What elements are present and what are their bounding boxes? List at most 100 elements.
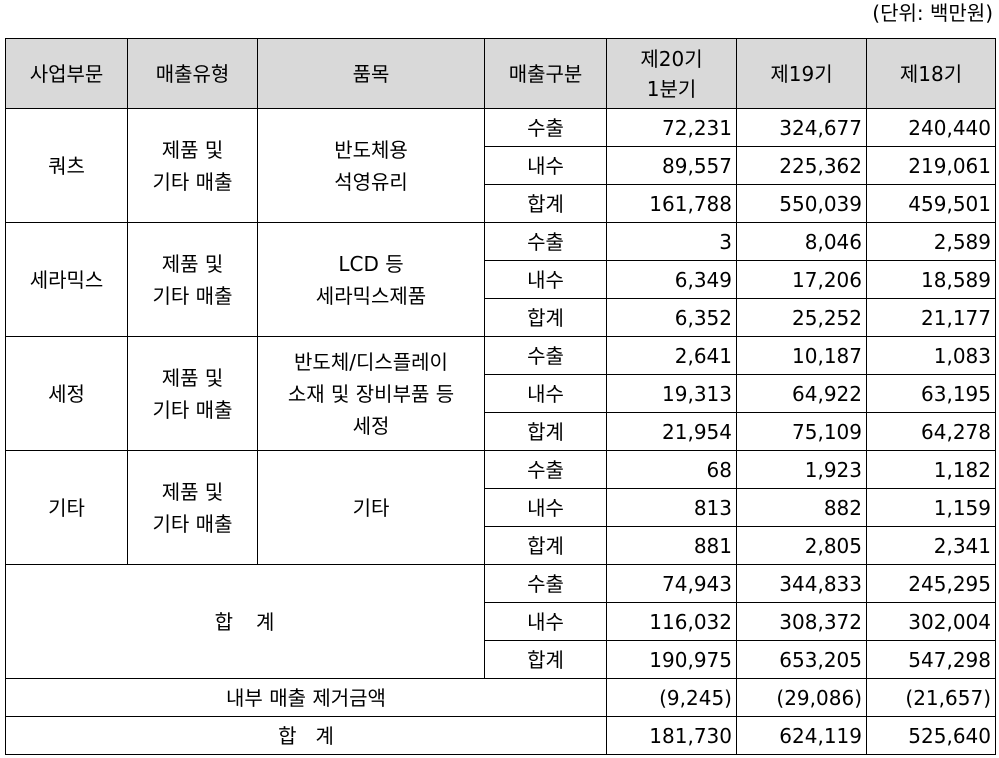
table-row: 합계 21,954 75,109 64,278 <box>6 412 996 451</box>
item-cell-line: 반도체용 <box>334 137 408 162</box>
item-cell-line: 소재 및 장비부품 등 <box>287 381 455 406</box>
value-period-18: 2,341 <box>866 526 996 565</box>
item-cell-line: 세라믹스제품 <box>315 283 427 308</box>
value-period-19: 225,362 <box>736 146 867 185</box>
item-cell-line: 기타 <box>352 495 390 520</box>
elimination-label-cell: 내부 매출 제거금액 <box>5 678 607 717</box>
total-label-cell: 합 계 <box>5 564 485 679</box>
item-cell-line: 석영유리 <box>334 169 408 194</box>
value-period-18: 64,278 <box>866 412 996 451</box>
segment-cell: 쿼츠 <box>5 108 128 223</box>
value-period-19: 75,109 <box>736 412 867 451</box>
table-body: 쿼츠 제품 및 기타 매출 반도체용 석영유리 수출 72,231 324,677 240,44… <box>5 108 996 755</box>
sales-class-cell: 내수 <box>484 488 607 527</box>
value-period-20: (9,245) <box>606 678 737 717</box>
value-period-19: 8,046 <box>736 222 867 261</box>
table-row: 쿼츠 제품 및 기타 매출 반도체용 석영유리 수출 72,231 324,677 240,44… <box>5 108 996 223</box>
segment-cell: 기타 <box>5 450 128 565</box>
value-period-20: 881 <box>606 526 737 565</box>
sales-type-cell-line: 기타 매출 <box>152 169 233 194</box>
header-period-20-line1: 제20기 <box>640 46 703 71</box>
value-period-18: 2,589 <box>866 222 996 261</box>
sales-type-cell: 제품 및 기타 매출 <box>127 108 258 223</box>
value-period-18: 219,061 <box>866 146 996 185</box>
value-period-18: 245,295 <box>866 564 996 603</box>
value-period-19: 308,372 <box>736 602 867 641</box>
item-cell-line: 반도체/디스플레이 <box>294 349 448 374</box>
value-period-20: 19,313 <box>606 374 737 413</box>
header-sales-type: 매출유형 <box>127 38 258 109</box>
sales-type-cell: 제품 및 기타 매출 <box>127 222 258 337</box>
total-row: 합계 190,975 653,205 547,298 <box>6 640 996 679</box>
sales-type-cell-line: 제품 및 <box>161 365 224 390</box>
value-period-19: 2,805 <box>736 526 867 565</box>
value-period-18: 1,083 <box>866 336 996 375</box>
value-period-18: 1,182 <box>866 450 996 489</box>
value-period-18: 525,640 <box>866 716 996 755</box>
value-period-19: 882 <box>736 488 867 527</box>
value-period-20: 190,975 <box>606 640 737 679</box>
header-period-20-line2: 1분기 <box>646 76 697 101</box>
sales-class-cell: 내수 <box>484 602 607 641</box>
value-period-19: 10,187 <box>736 336 867 375</box>
value-period-18: 459,501 <box>866 184 996 223</box>
table-row: 내수 813 882 1,159 <box>6 488 996 527</box>
sales-type-cell-line: 제품 및 <box>161 479 224 504</box>
value-period-18: 63,195 <box>866 374 996 413</box>
value-period-18: (21,657) <box>866 678 996 717</box>
header-segment: 사업부문 <box>5 38 128 109</box>
value-period-20: 6,352 <box>606 298 737 337</box>
sales-type-cell-line: 기타 매출 <box>152 397 233 422</box>
value-period-19: 64,922 <box>736 374 867 413</box>
item-cell-line: 세정 <box>352 413 390 438</box>
sales-class-cell: 합계 <box>484 298 607 337</box>
value-period-19: 653,205 <box>736 640 867 679</box>
sales-class-cell: 수출 <box>484 336 607 375</box>
sales-class-cell: 내수 <box>484 374 607 413</box>
table-row: 기타 제품 및 기타 매출 기타 수출 68 1,923 1,182 <box>5 450 996 565</box>
value-period-20: 6,349 <box>606 260 737 299</box>
sales-class-cell: 합계 <box>484 640 607 679</box>
header-row: 사업부문 매출유형 품목 매출구분 제20기 1분기 제19기 제18기 <box>5 38 996 109</box>
header-sales-class: 매출구분 <box>484 38 607 109</box>
total-row: 내수 116,032 308,372 302,004 <box>6 602 996 641</box>
value-period-20: 161,788 <box>606 184 737 223</box>
header-item: 품목 <box>257 38 485 109</box>
value-period-19: 17,206 <box>736 260 867 299</box>
value-period-19: (29,086) <box>736 678 867 717</box>
sales-type-cell: 제품 및 기타 매출 <box>127 450 258 565</box>
header-period-18: 제18기 <box>866 38 996 109</box>
grand-total-row: 합 계 181,730 624,119 525,640 <box>5 716 996 755</box>
value-period-18: 1,159 <box>866 488 996 527</box>
sales-class-cell: 합계 <box>484 412 607 451</box>
table-row: 합계 6,352 25,252 21,177 <box>6 298 996 337</box>
sales-class-cell: 수출 <box>484 222 607 261</box>
value-period-20: 2,641 <box>606 336 737 375</box>
value-period-19: 550,039 <box>736 184 867 223</box>
value-period-20: 181,730 <box>606 716 737 755</box>
value-period-20: 74,943 <box>606 564 737 603</box>
value-period-18: 21,177 <box>866 298 996 337</box>
sales-class-cell: 수출 <box>484 450 607 489</box>
value-period-19: 324,677 <box>736 108 867 147</box>
table-row: 세정 제품 및 기타 매출 반도체/디스플레이 소재 및 장비부품 등 세정 수출 2,641… <box>5 336 996 451</box>
table-row: 내수 19,313 64,922 63,195 <box>6 374 996 413</box>
value-period-20: 813 <box>606 488 737 527</box>
sales-class-cell: 수출 <box>484 108 607 147</box>
value-period-19: 1,923 <box>736 450 867 489</box>
unit-note: (단위: 백만원) <box>872 1 993 25</box>
value-period-19: 624,119 <box>736 716 867 755</box>
sales-class-cell: 합계 <box>484 184 607 223</box>
sales-class-cell: 내수 <box>484 146 607 185</box>
value-period-18: 547,298 <box>866 640 996 679</box>
value-period-20: 72,231 <box>606 108 737 147</box>
value-period-20: 116,032 <box>606 602 737 641</box>
segment-cell: 세정 <box>5 336 128 451</box>
item-cell-line: LCD 등 <box>338 251 404 276</box>
value-period-18: 18,589 <box>866 260 996 299</box>
total-row: 합 계 수출 74,943 344,833 245,295 <box>5 564 996 679</box>
value-period-18: 302,004 <box>866 602 996 641</box>
